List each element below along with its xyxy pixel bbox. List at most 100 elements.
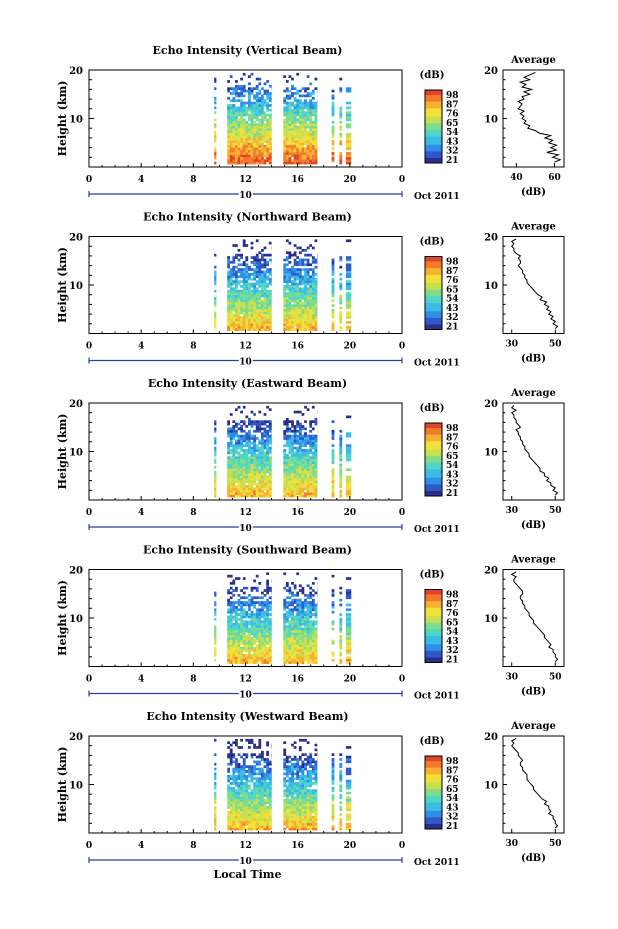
heatmap-cell bbox=[301, 434, 305, 438]
heatmap-cell bbox=[288, 125, 292, 129]
heatmap-cell bbox=[288, 268, 292, 271]
heatmap-cell bbox=[237, 485, 241, 488]
heatmap-cell bbox=[304, 125, 307, 129]
heatmap-cell bbox=[248, 441, 251, 445]
heatmap-cell bbox=[301, 159, 305, 162]
heatmap-cell bbox=[266, 108, 269, 112]
heatmap-cell bbox=[306, 316, 310, 319]
heatmap-cell bbox=[240, 325, 243, 329]
heatmap-cell bbox=[293, 87, 297, 90]
heatmap-cell bbox=[237, 473, 241, 476]
heatmap-cell bbox=[266, 461, 269, 464]
heatmap-cell bbox=[296, 644, 300, 648]
heatmap-cell bbox=[232, 630, 236, 633]
heatmap-cell bbox=[309, 313, 313, 317]
heatmap-cell bbox=[298, 101, 302, 105]
heatmap-cell bbox=[291, 144, 294, 148]
heatmap-cell bbox=[311, 154, 315, 158]
heatmap-cell bbox=[253, 492, 256, 495]
heatmap-cell bbox=[242, 658, 246, 662]
heatmap-cell bbox=[306, 328, 310, 331]
heatmap-cell bbox=[258, 642, 262, 645]
heatmap-cell bbox=[255, 822, 259, 826]
heatmap-cell bbox=[266, 622, 269, 626]
heatmap-cell bbox=[245, 782, 249, 785]
heatmap-cell bbox=[232, 639, 236, 643]
heatmap-cell bbox=[263, 434, 267, 438]
heatmap-cell bbox=[293, 316, 297, 319]
heatmap-cell bbox=[229, 432, 233, 435]
heatmap-cell bbox=[242, 492, 246, 495]
heatmap-cell bbox=[240, 128, 243, 131]
heatmap-cell bbox=[214, 118, 217, 122]
heatmap-cell bbox=[268, 118, 272, 122]
heatmap-cell bbox=[266, 289, 269, 293]
heatmap-cell bbox=[301, 622, 305, 626]
heatmap-cell bbox=[266, 610, 269, 614]
heatmap-cell bbox=[232, 280, 236, 283]
colorbar-swatch bbox=[425, 444, 442, 447]
heatmap-cell bbox=[331, 321, 335, 324]
heatmap-cell bbox=[229, 261, 233, 264]
heatmap-cell bbox=[258, 282, 262, 286]
colorbar-swatch bbox=[425, 454, 442, 457]
heatmap-cell bbox=[255, 137, 259, 141]
heatmap-cell bbox=[288, 429, 292, 433]
heatmap-cell bbox=[229, 99, 233, 102]
heatmap-cell bbox=[296, 147, 300, 150]
heatmap-cell bbox=[261, 280, 264, 283]
heatmap-cell bbox=[214, 646, 217, 650]
colorbar-swatch bbox=[425, 133, 442, 136]
heatmap-cell bbox=[214, 767, 217, 771]
heatmap-cell bbox=[306, 468, 310, 471]
heatmap-cell bbox=[255, 654, 259, 657]
heatmap-cell bbox=[314, 651, 318, 655]
heatmap-cell bbox=[240, 827, 243, 831]
heatmap-cell bbox=[229, 161, 233, 165]
colorbar-swatch bbox=[425, 634, 442, 637]
heatmap-cell bbox=[309, 608, 313, 612]
heatmap-cell bbox=[268, 270, 272, 274]
heatmap-cell bbox=[291, 465, 294, 469]
heatmap-cell bbox=[285, 654, 289, 657]
heatmap-cell bbox=[304, 113, 307, 117]
heatmap-cell bbox=[304, 610, 307, 614]
heatmap-cell bbox=[245, 468, 249, 471]
y-tick-label: 10 bbox=[69, 448, 83, 459]
heatmap-cell bbox=[301, 277, 305, 281]
heatmap-cell bbox=[250, 118, 254, 122]
heatmap-cell bbox=[268, 601, 272, 604]
heatmap-cell bbox=[285, 89, 289, 93]
heatmap-cell bbox=[345, 630, 352, 633]
heatmap-cell bbox=[263, 451, 267, 455]
heatmap-cell bbox=[227, 803, 230, 807]
heatmap-cell bbox=[232, 123, 236, 126]
heatmap-cell bbox=[250, 273, 254, 276]
heatmap-cell bbox=[229, 748, 233, 752]
heatmap-cell bbox=[314, 642, 318, 645]
heatmap-cell bbox=[266, 822, 269, 826]
heatmap-cell bbox=[245, 827, 249, 831]
heatmap-cell bbox=[229, 656, 233, 660]
heatmap-cell bbox=[339, 128, 343, 131]
heatmap-cell bbox=[232, 818, 236, 821]
heatmap-cell bbox=[250, 313, 254, 317]
heatmap-cell bbox=[242, 323, 246, 327]
heatmap-cell bbox=[314, 577, 318, 580]
heatmap-cell bbox=[291, 485, 294, 488]
heatmap-cell bbox=[339, 299, 343, 303]
heatmap-cell bbox=[298, 149, 302, 153]
heatmap-cell bbox=[345, 468, 352, 471]
heatmap-cell bbox=[237, 594, 241, 597]
x-tick-label: 4 bbox=[138, 342, 144, 352]
heatmap-cell bbox=[288, 477, 292, 481]
heatmap-cell bbox=[309, 661, 313, 664]
heatmap-cell bbox=[235, 625, 238, 628]
heatmap-cell bbox=[253, 794, 256, 797]
heatmap-cell bbox=[229, 458, 233, 462]
heatmap-cell bbox=[255, 149, 259, 153]
heatmap-cell bbox=[285, 465, 289, 469]
heatmap-cell bbox=[309, 135, 313, 138]
heatmap-cell bbox=[227, 125, 230, 129]
heatmap-cell bbox=[214, 774, 217, 778]
